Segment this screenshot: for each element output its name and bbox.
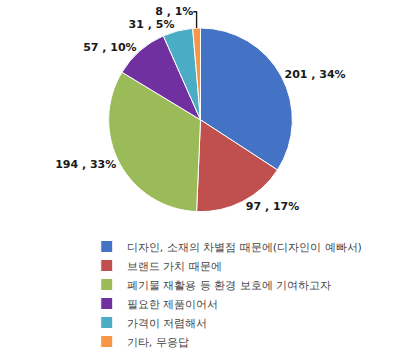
svg-text:기타, 무응답: 기타, 무응답 bbox=[127, 336, 189, 349]
svg-text:8 , 1%: 8 , 1% bbox=[155, 5, 193, 18]
svg-text:201 , 34%: 201 , 34% bbox=[284, 68, 345, 81]
svg-text:97 , 17%: 97 , 17% bbox=[246, 200, 299, 213]
svg-text:31 , 5%: 31 , 5% bbox=[129, 18, 175, 31]
svg-text:필요한 제품이어서: 필요한 제품이어서 bbox=[127, 298, 218, 311]
svg-text:가격이 저렴해서: 가격이 저렴해서 bbox=[127, 317, 207, 330]
svg-text:폐기물 재활용 등 환경 보호에 기여하고자: 폐기물 재활용 등 환경 보호에 기여하고자 bbox=[127, 279, 331, 292]
svg-text:디자인, 소재의 차별점 때문에(디자인이 예빠서): 디자인, 소재의 차별점 때문에(디자인이 예빠서) bbox=[127, 241, 362, 254]
svg-text:브랜드 가치 때문에: 브랜드 가치 때문에 bbox=[127, 260, 222, 273]
svg-text:194 , 33%: 194 , 33% bbox=[55, 158, 116, 171]
svg-text:57 , 10%: 57 , 10% bbox=[83, 41, 136, 54]
